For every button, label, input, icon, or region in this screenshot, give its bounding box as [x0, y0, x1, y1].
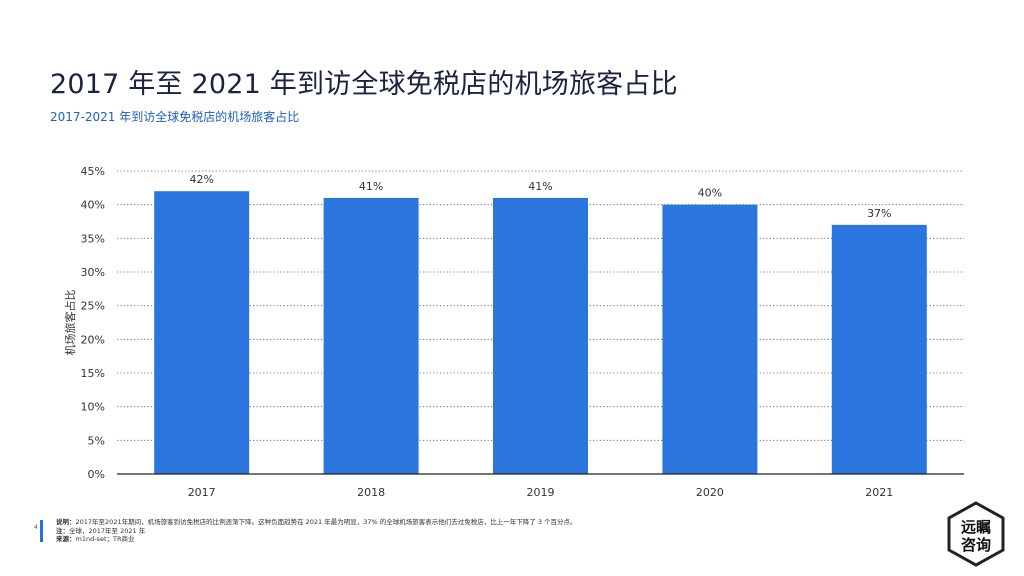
bar-chart: 0% 5% 10% 15% 20% 25% 30% 35% 40% 45% 42% 41% 41% 40… — [63, 165, 964, 499]
footer-scope: 注：全球，2017年至 2021 年 — [56, 527, 577, 536]
x-axis-ticks: 2017 2018 2019 2020 2021 — [188, 486, 894, 499]
y-tick-label: 15% — [81, 367, 105, 380]
y-tick-label: 20% — [81, 333, 105, 346]
footer-notes: 4 说明：2017年至2021年期间，机场旅客到访免税店的比例逐渐下降。这种负面… — [34, 518, 577, 544]
y-axis-label: 机场旅客占比 — [63, 290, 77, 356]
logo-text-top: 远瞩 — [961, 518, 991, 536]
scope-text: 全球，2017年至 2021 年 — [69, 526, 146, 535]
footer-source: 来源：m1nd-set；TR商业 — [56, 535, 577, 544]
logo-text-bottom: 咨询 — [961, 536, 991, 554]
y-tick-label: 10% — [81, 401, 105, 414]
data-label: 40% — [698, 187, 722, 200]
data-label: 37% — [867, 207, 891, 220]
bar — [493, 197, 588, 474]
bar — [323, 197, 419, 474]
footer-note: 说明：2017年至2021年期间，机场旅客到访免税店的比例逐渐下降。这种负面趋势… — [56, 518, 577, 527]
y-tick-label: 40% — [81, 199, 105, 212]
bar — [831, 224, 927, 474]
page-title: 2017 年至 2021 年到访全球免税店的机场旅客占比 — [50, 69, 678, 100]
note-label: 说明： — [56, 518, 76, 526]
scope-label: 注： — [56, 526, 69, 535]
x-tick-label: 2020 — [696, 486, 724, 499]
x-tick-label: 2019 — [527, 486, 555, 499]
company-logo: 远瞩 咨询 — [947, 501, 1005, 567]
y-tick-label: 30% — [81, 266, 105, 279]
y-tick-label: 5% — [88, 434, 105, 447]
bar — [154, 191, 250, 474]
y-tick-label: 45% — [81, 165, 105, 178]
value-labels: 42% 41% 41% 40% 37% — [189, 173, 891, 220]
data-label: 41% — [359, 180, 383, 193]
x-tick-label: 2017 — [188, 486, 216, 499]
y-tick-label: 35% — [81, 232, 105, 245]
bar — [662, 204, 758, 474]
y-tick-label: 25% — [81, 300, 105, 313]
y-tick-label: 0% — [88, 468, 105, 481]
page-subtitle: 2017-2021 年到访全球免税店的机场旅客占比 — [50, 110, 300, 124]
note-text: 2017年至2021年期间，机场旅客到访免税店的比例逐渐下降。这种负面趋势在 2… — [75, 518, 577, 526]
source-label: 来源： — [56, 535, 76, 543]
y-axis-ticks: 0% 5% 10% 15% 20% 25% 30% 35% 40% 45% — [81, 165, 105, 481]
page-number: 4 — [34, 524, 38, 531]
data-label: 41% — [528, 180, 552, 193]
footer-accent-bar — [40, 520, 43, 542]
data-label: 42% — [189, 173, 213, 186]
source-text: m1nd-set；TR商业 — [75, 535, 135, 543]
bars — [154, 191, 927, 474]
x-tick-label: 2018 — [357, 486, 385, 499]
x-tick-label: 2021 — [865, 486, 893, 499]
